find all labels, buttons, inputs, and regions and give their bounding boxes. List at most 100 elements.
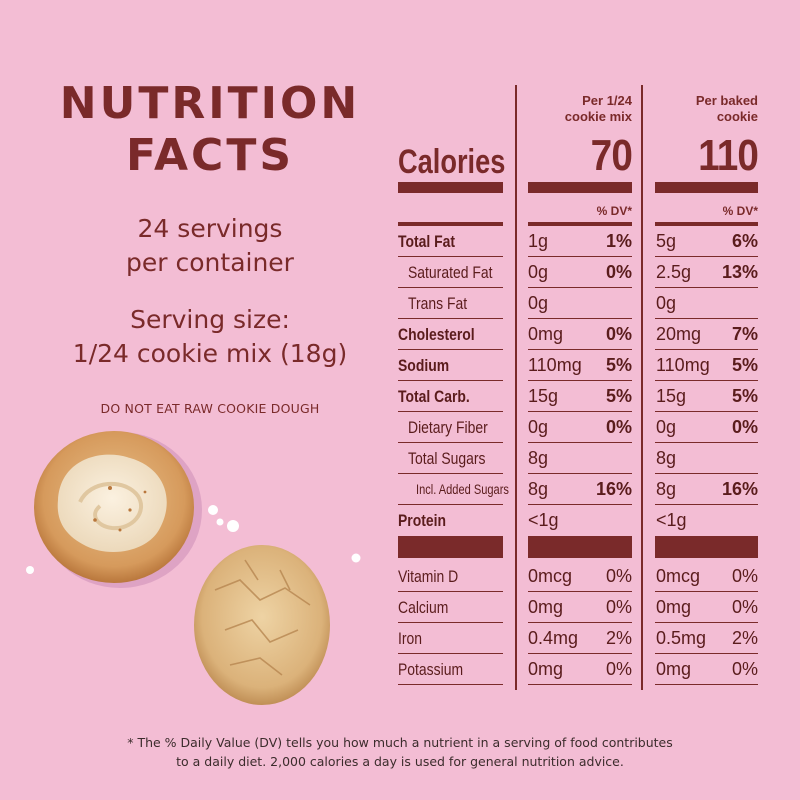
sugar-dot bbox=[26, 566, 34, 574]
row-rule bbox=[398, 255, 503, 257]
amount-baked: 0mcg bbox=[656, 566, 701, 586]
percent-dv-mix: 1% bbox=[605, 231, 632, 251]
percent-dv-baked: 5% bbox=[731, 386, 758, 406]
footnote-line-1: * The % Daily Value (DV) tells you how m… bbox=[127, 735, 673, 750]
row-rule bbox=[528, 472, 632, 474]
nutrient-row: Trans Fat 0g 0g bbox=[398, 288, 758, 319]
nutrient-name: Total Carb. bbox=[398, 387, 470, 406]
calories-rule bbox=[655, 182, 758, 193]
row-rule bbox=[398, 621, 503, 623]
nutrient-name: Incl. Added Sugars bbox=[416, 482, 509, 497]
amount-mix: <1g bbox=[528, 510, 559, 530]
serving-size-line-2: 1/24 cookie mix (18g) bbox=[72, 339, 348, 368]
percent-dv-baked: 5% bbox=[731, 355, 758, 375]
percent-dv-mix: 0% bbox=[605, 324, 632, 344]
column-divider-2 bbox=[641, 85, 643, 690]
percent-dv-baked: 0% bbox=[731, 597, 758, 617]
row-rule bbox=[655, 590, 758, 592]
cookie-illustration bbox=[26, 431, 361, 705]
calories-value-mix: 70 bbox=[590, 131, 633, 180]
amount-mix: 0mg bbox=[528, 659, 564, 679]
row-rule bbox=[398, 503, 503, 505]
percent-dv-mix: 16% bbox=[595, 479, 632, 499]
row-rule bbox=[655, 621, 758, 623]
nutrient-row: Sodium 110mg 5% 110mg 5% bbox=[398, 350, 758, 381]
nutrient-row: Incl. Added Sugars 8g 16% 8g 16% bbox=[398, 474, 758, 505]
amount-mix: 8g bbox=[528, 479, 549, 499]
percent-dv-mix: 5% bbox=[605, 386, 632, 406]
amount-mix: 110mg bbox=[528, 355, 582, 375]
percent-dv-mix: 0% bbox=[605, 566, 632, 586]
amount-baked: 0mg bbox=[656, 659, 692, 679]
row-rule bbox=[398, 590, 503, 592]
row-rule bbox=[398, 410, 503, 412]
nutrient-row: Protein <1g <1g bbox=[398, 505, 758, 536]
vitamin-separator bbox=[398, 536, 503, 558]
row-rule bbox=[655, 683, 758, 685]
column-1-header: Per 1/24 cookie mix bbox=[520, 93, 632, 125]
vitamin-row: Potassium 0mg 0% 0mg 0% bbox=[398, 654, 758, 685]
percent-dv-baked: 0% bbox=[731, 566, 758, 586]
row-rule bbox=[398, 472, 503, 474]
amount-mix: 0mcg bbox=[528, 566, 573, 586]
row-rule bbox=[398, 286, 503, 288]
row-rule bbox=[528, 621, 632, 623]
amount-baked: 0mg bbox=[656, 597, 692, 617]
column-1-header-line-2: cookie mix bbox=[564, 109, 632, 124]
dv-rule bbox=[528, 222, 632, 226]
nutrient-name: Total Fat bbox=[398, 232, 456, 251]
percent-dv-mix: 2% bbox=[605, 628, 632, 648]
row-rule bbox=[398, 441, 503, 443]
percent-dv-baked: 7% bbox=[731, 324, 758, 344]
amount-mix: 0g bbox=[528, 293, 549, 313]
amount-baked: 5g bbox=[656, 231, 677, 251]
nutrient-name: Protein bbox=[398, 511, 447, 530]
percent-dv-baked: 13% bbox=[721, 262, 758, 282]
row-rule bbox=[528, 410, 632, 412]
column-2-header: Per baked cookie bbox=[646, 93, 758, 125]
amount-mix: 0g bbox=[528, 262, 549, 282]
servings-line-1: 24 servings bbox=[137, 214, 283, 243]
sugar-dot bbox=[208, 505, 218, 515]
row-rule bbox=[655, 652, 758, 654]
vitamin-separator bbox=[528, 536, 632, 558]
row-rule bbox=[528, 379, 632, 381]
page-title: NUTRITION FACTS bbox=[40, 78, 380, 182]
plain-cookie bbox=[194, 545, 330, 705]
nutrient-row: Total Sugars 8g 8g bbox=[398, 443, 758, 474]
nutrient-row: Saturated Fat 0g 0% 2.5g 13% bbox=[398, 257, 758, 288]
sugar-dot bbox=[216, 518, 224, 526]
footnote-line-2: to a daily diet. 2,000 calories a day is… bbox=[176, 754, 624, 769]
row-rule bbox=[655, 503, 758, 505]
percent-dv-mix: 5% bbox=[605, 355, 632, 375]
column-2-header-line-2: cookie bbox=[716, 109, 758, 124]
row-rule bbox=[528, 286, 632, 288]
amount-mix: 8g bbox=[528, 448, 549, 468]
row-rule bbox=[528, 683, 632, 685]
amount-mix: 15g bbox=[528, 386, 559, 406]
row-rule bbox=[528, 348, 632, 350]
nutrient-name: Dietary Fiber bbox=[408, 418, 488, 437]
nutrient-name: Sodium bbox=[398, 356, 450, 375]
nutrient-row: Total Fat 1g 1% 5g 6% bbox=[398, 226, 758, 257]
row-rule bbox=[528, 255, 632, 257]
nutrient-name: Total Sugars bbox=[408, 449, 486, 468]
calories-rule bbox=[398, 182, 503, 193]
raw-dough-warning: DO NOT EAT RAW COOKIE DOUGH bbox=[100, 401, 320, 416]
column-2-header-line-1: Per baked bbox=[695, 93, 758, 108]
nutrient-row: Total Carb. 15g 5% 15g 5% bbox=[398, 381, 758, 412]
servings-line-2: per container bbox=[126, 248, 294, 277]
percent-dv-mix: 0% bbox=[605, 417, 632, 437]
amount-baked: <1g bbox=[656, 510, 687, 530]
row-rule bbox=[398, 652, 503, 654]
dv-rule bbox=[398, 222, 503, 226]
calories-value-baked: 110 bbox=[698, 131, 759, 180]
row-rule bbox=[528, 317, 632, 319]
nutrient-name: Trans Fat bbox=[408, 294, 468, 313]
nutrient-row: Cholesterol 0mg 0% 20mg 7% bbox=[398, 319, 758, 350]
amount-mix: 0.4mg bbox=[528, 628, 579, 648]
column-divider-1 bbox=[515, 85, 517, 690]
amount-mix: 0g bbox=[528, 417, 549, 437]
percent-dv-baked: 16% bbox=[721, 479, 758, 499]
nutrient-name: Calcium bbox=[398, 598, 449, 617]
